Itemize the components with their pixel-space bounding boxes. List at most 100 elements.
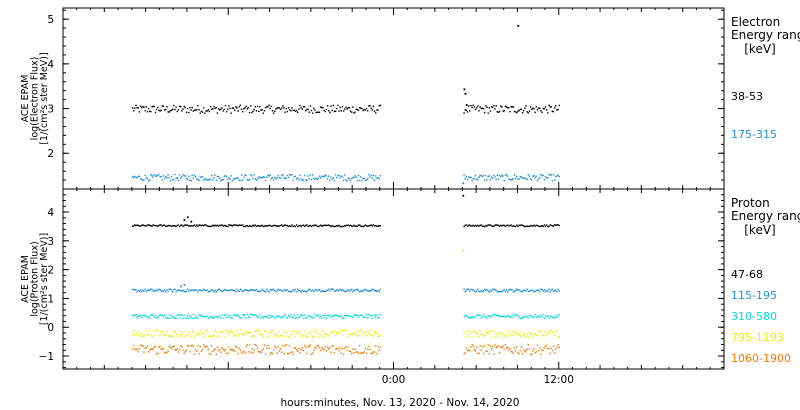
data-point (290, 352, 292, 354)
data-point (325, 333, 328, 336)
data-point (473, 316, 476, 319)
data-point (193, 109, 196, 111)
data-point (134, 334, 136, 336)
data-point (146, 224, 149, 226)
data-point (134, 289, 136, 291)
data-point (253, 174, 255, 176)
data-point (247, 332, 250, 334)
data-point (542, 313, 544, 316)
data-point (510, 179, 512, 181)
data-point (289, 174, 291, 176)
data-point (324, 333, 326, 335)
data-point (165, 175, 167, 178)
data-point (512, 331, 515, 333)
data-point (136, 317, 138, 319)
data-point (155, 289, 158, 291)
data-point (216, 289, 219, 291)
data-point (162, 290, 165, 292)
data-point (165, 291, 167, 293)
data-point (170, 175, 173, 178)
data-point (487, 175, 489, 178)
data-point (307, 225, 309, 228)
data-point (284, 289, 286, 292)
data-point (549, 174, 551, 176)
data-point (278, 289, 281, 291)
data-point (203, 336, 205, 338)
data-point (135, 176, 137, 179)
data-point (306, 224, 308, 226)
data-point (297, 313, 299, 316)
data-point (167, 335, 169, 337)
data-point (252, 314, 254, 317)
data-point (151, 175, 153, 177)
data-point (261, 109, 263, 111)
data-point (131, 334, 134, 336)
data-point (537, 225, 540, 227)
data-point (485, 350, 487, 352)
data-point (242, 352, 244, 355)
data-point (486, 332, 488, 334)
legend-title: Proton (731, 196, 770, 210)
data-point (551, 349, 554, 352)
data-point (347, 335, 349, 338)
data-point (138, 225, 141, 227)
data-point (316, 315, 318, 317)
data-point (367, 225, 369, 227)
data-point (219, 177, 221, 179)
data-point (315, 288, 317, 291)
data-point (349, 289, 352, 291)
data-point (279, 348, 282, 350)
data-point (331, 109, 333, 112)
data-point (266, 105, 268, 108)
data-point (233, 178, 236, 180)
data-point (547, 112, 549, 114)
data-point (332, 345, 334, 347)
data-point (473, 290, 476, 292)
data-point (282, 290, 284, 293)
data-point (274, 317, 276, 319)
y-tick-label: 3 (47, 104, 54, 116)
data-point (532, 316, 534, 319)
data-point (477, 178, 479, 181)
data-point (324, 224, 326, 227)
data-point (159, 176, 161, 178)
data-point (214, 107, 216, 109)
data-point (238, 316, 240, 318)
data-point (170, 289, 173, 291)
data-point (344, 224, 346, 227)
data-point (149, 224, 151, 226)
data-point (138, 348, 141, 350)
data-point (183, 284, 186, 286)
data-point (204, 178, 206, 180)
series-47-68 (131, 194, 560, 228)
data-point (146, 111, 149, 113)
data-point (203, 316, 205, 318)
data-point (517, 225, 519, 227)
data-point (194, 176, 197, 178)
data-point (529, 224, 532, 227)
data-point (246, 344, 248, 346)
data-point (230, 175, 232, 177)
data-point (373, 225, 376, 227)
data-point (471, 106, 473, 109)
data-point (278, 316, 281, 318)
data-point (468, 316, 470, 319)
data-point (190, 345, 192, 347)
data-point (526, 225, 528, 227)
data-point (216, 224, 219, 227)
data-point (256, 290, 259, 292)
data-point (197, 345, 199, 347)
data-point (166, 331, 168, 333)
data-point (188, 317, 190, 320)
data-point (196, 178, 198, 180)
data-point (375, 331, 377, 333)
data-point (208, 335, 211, 337)
data-point (260, 351, 262, 354)
data-point (145, 290, 147, 293)
data-point (222, 331, 224, 333)
data-point (474, 291, 477, 293)
data-point (555, 224, 557, 226)
data-point (542, 349, 544, 352)
data-point (547, 348, 549, 350)
